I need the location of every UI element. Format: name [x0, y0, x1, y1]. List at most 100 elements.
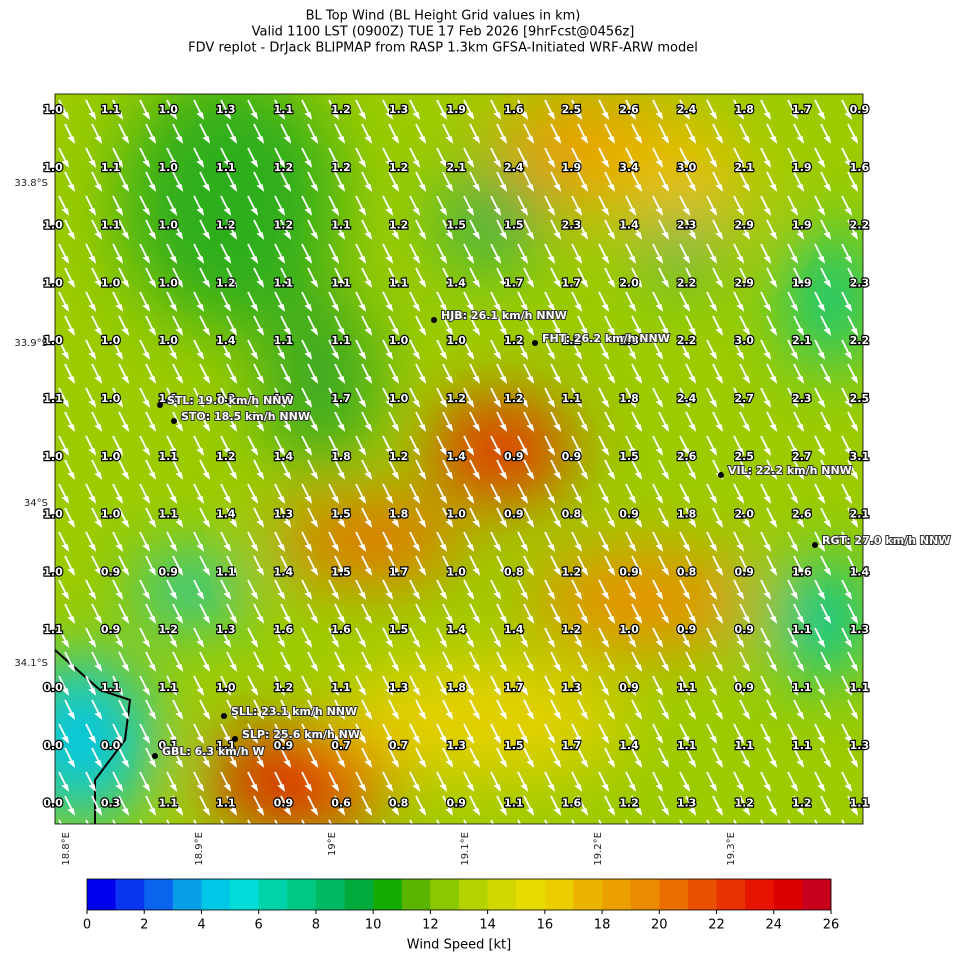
wind-arrow-head [790, 304, 799, 312]
wind-arrow-head [385, 592, 394, 600]
wind-arrow-head [574, 160, 583, 168]
wind-arrow-head [412, 160, 421, 168]
wind-arrow-head [819, 833, 824, 838]
wind-arrow-head [202, 376, 211, 384]
wind-arrow-head [493, 784, 502, 792]
grid-value: 1.3 [850, 623, 870, 636]
wind-arrow-head [601, 256, 610, 264]
wind-arrow [679, 819, 684, 824]
wind-arrow-head [655, 256, 664, 264]
wind-arrow-head [115, 736, 124, 744]
wind-arrow-head [472, 328, 481, 336]
grid-value: 1.5 [504, 219, 524, 232]
wind-arrow-head [148, 616, 157, 624]
wind-arrow-head [304, 496, 313, 504]
wind-arrow-head [520, 400, 529, 408]
wind-arrow-head [358, 400, 367, 408]
wind-arrow-head [67, 328, 76, 336]
wind-arrow-head [655, 592, 664, 600]
wind-arrow-head [277, 352, 286, 360]
grid-value: 1.1 [331, 334, 351, 347]
wind-arrow-head [601, 784, 610, 792]
wind-arrow-head [688, 616, 697, 624]
wind-arrow-head [844, 496, 853, 504]
wind-arrow-head [364, 808, 373, 816]
wind-arrow-head [115, 496, 124, 504]
grid-value: 1.2 [158, 623, 178, 636]
wind-arrow-head [493, 736, 502, 744]
wind-arrow-head [121, 760, 130, 768]
wind-arrow [355, 819, 360, 824]
wind-arrow-head [121, 280, 130, 288]
grid-value: 1.4 [274, 565, 294, 578]
grid-value: 1.2 [274, 681, 294, 694]
wind-arrow-head [763, 688, 772, 696]
wind-arrow-head [148, 184, 157, 192]
wind-arrow-head [661, 568, 670, 576]
wind-arrow-head [171, 833, 176, 838]
wind-arrow-head [576, 833, 581, 838]
wind-arrow [85, 819, 90, 824]
wind-arrow-head [817, 496, 826, 504]
wind-arrow-head [331, 400, 340, 408]
wind-arrow-head [196, 352, 205, 360]
wind-arrow-head [763, 496, 772, 504]
wind-arrow-head [250, 592, 259, 600]
wind-arrow-head [790, 352, 799, 360]
wind-arrow-head [358, 352, 367, 360]
wind-arrow-head [850, 808, 859, 816]
wind-arrow-head [250, 736, 259, 744]
wind-arrow-head [553, 376, 562, 384]
wind-arrow-head [601, 544, 610, 552]
station-label: SLP: 25.6 km/h NW [242, 728, 360, 741]
wind-arrow-head [229, 280, 238, 288]
grid-value: 1.0 [158, 219, 178, 232]
wind-arrow-head [142, 256, 151, 264]
lon-label: 19.2°E [593, 832, 604, 866]
wind-arrow-head [175, 136, 184, 144]
wind-arrow-head [607, 760, 616, 768]
grid-value: 2.5 [734, 450, 754, 463]
wind-arrow-head [439, 400, 448, 408]
wind-arrow-head [682, 592, 691, 600]
wind-arrow-head [115, 544, 124, 552]
wind-arrow-head [310, 712, 319, 720]
grid-value: 1.0 [101, 392, 121, 405]
wind-arrow-head [144, 833, 149, 838]
wind-arrow-head [229, 712, 238, 720]
wind-arrow-head [736, 400, 745, 408]
wind-arrow-head [385, 112, 394, 120]
wind-arrow-head [223, 784, 232, 792]
wind-arrow-head [67, 376, 76, 384]
grid-value: 1.2 [792, 797, 812, 810]
wind-arrow-head [466, 400, 475, 408]
grid-value: 0.9 [101, 565, 121, 578]
wind-arrow-head [337, 664, 346, 672]
wind-arrow-head [304, 352, 313, 360]
wind-arrow-head [769, 232, 778, 240]
wind-arrow-head [763, 640, 772, 648]
wind-arrow-head [742, 376, 751, 384]
wind-arrow-head [223, 400, 232, 408]
wind-arrow-head [283, 472, 292, 480]
wind-arrow-head [499, 424, 508, 432]
wind-arrow-head [682, 208, 691, 216]
wind-arrow-head [472, 568, 481, 576]
wind-arrow-head [94, 424, 103, 432]
wind-arrow-head [790, 640, 799, 648]
wind-arrow-head [148, 280, 157, 288]
wind-arrow-head [94, 232, 103, 240]
lat-label: 33.9°S [14, 338, 48, 349]
wind-arrow-head [364, 664, 373, 672]
wind-arrow [247, 819, 252, 824]
wind-arrow-head [661, 808, 670, 816]
wind-arrow-head [142, 544, 151, 552]
wind-arrow-head [364, 520, 373, 528]
wind-arrow-head [175, 280, 184, 288]
wind-arrow-head [844, 160, 853, 168]
wind-arrow-head [412, 496, 421, 504]
wind-arrow-head [364, 184, 373, 192]
wind-arrow-head [655, 352, 664, 360]
grid-value: 1.3 [216, 103, 236, 116]
wind-arrow-head [391, 712, 400, 720]
